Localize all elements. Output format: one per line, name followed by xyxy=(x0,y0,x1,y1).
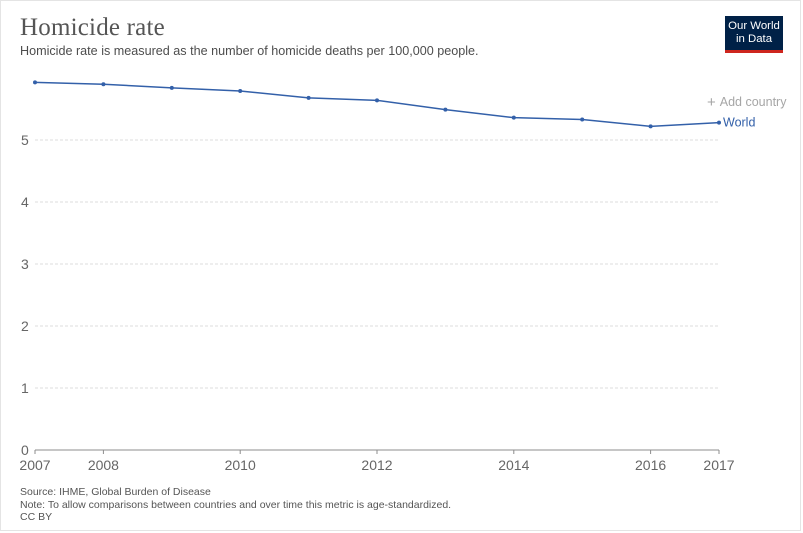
chart-title: Homicide rate xyxy=(20,14,165,41)
x-axis: 2007 2008 2010 2012 2014 2016 2017 xyxy=(19,450,735,473)
data-point[interactable] xyxy=(238,89,243,94)
footer: Source: IHME, Global Burden of Disease N… xyxy=(20,486,451,524)
data-point[interactable] xyxy=(580,117,585,122)
data-point[interactable] xyxy=(717,120,721,125)
x-tick-label: 2017 xyxy=(703,457,734,473)
add-country-button[interactable]: + Add country xyxy=(707,94,786,111)
data-point[interactable] xyxy=(443,107,448,112)
series-line-world[interactable] xyxy=(34,81,720,128)
x-tick-label: 2014 xyxy=(498,457,529,473)
y-tick-label: 3 xyxy=(21,256,29,272)
series-label-world[interactable]: World xyxy=(723,116,755,130)
methodology-note: Note: To allow comparisons between count… xyxy=(20,498,452,511)
x-tick-label: 2007 xyxy=(19,457,50,473)
data-point[interactable] xyxy=(375,98,379,103)
data-point[interactable] xyxy=(306,95,311,100)
data-point[interactable] xyxy=(169,85,174,90)
data-point[interactable] xyxy=(33,80,37,85)
add-country-label: Add country xyxy=(719,95,787,109)
y-tick-label: 0 xyxy=(21,442,29,458)
y-tick-label: 4 xyxy=(21,194,29,210)
series-layer: World xyxy=(33,80,755,130)
plus-icon: + xyxy=(707,94,716,111)
y-axis: 0 1 2 3 4 5 xyxy=(21,132,29,458)
x-tick-label: 2012 xyxy=(361,457,392,473)
y-tick-label: 5 xyxy=(21,132,29,148)
x-tick-label: 2010 xyxy=(225,457,256,473)
logo-accent-bar xyxy=(725,50,783,53)
gridlines xyxy=(35,139,719,451)
data-point[interactable] xyxy=(511,115,516,120)
y-tick-label: 1 xyxy=(21,380,29,396)
x-tick-label: 2016 xyxy=(635,457,666,473)
x-tick-label: 2008 xyxy=(88,457,119,473)
data-point[interactable] xyxy=(101,82,106,87)
data-point[interactable] xyxy=(648,124,653,129)
owid-logo[interactable]: Our World in Data xyxy=(725,16,783,53)
logo-line-1: Our World xyxy=(728,20,780,32)
source-note: Source: IHME, Global Burden of Disease xyxy=(20,486,211,498)
chart-subtitle: Homicide rate is measured as the number … xyxy=(20,44,479,58)
logo-line-2: in Data xyxy=(735,33,773,45)
y-tick-label: 2 xyxy=(21,318,29,334)
license-link[interactable]: CC BY xyxy=(20,511,53,524)
